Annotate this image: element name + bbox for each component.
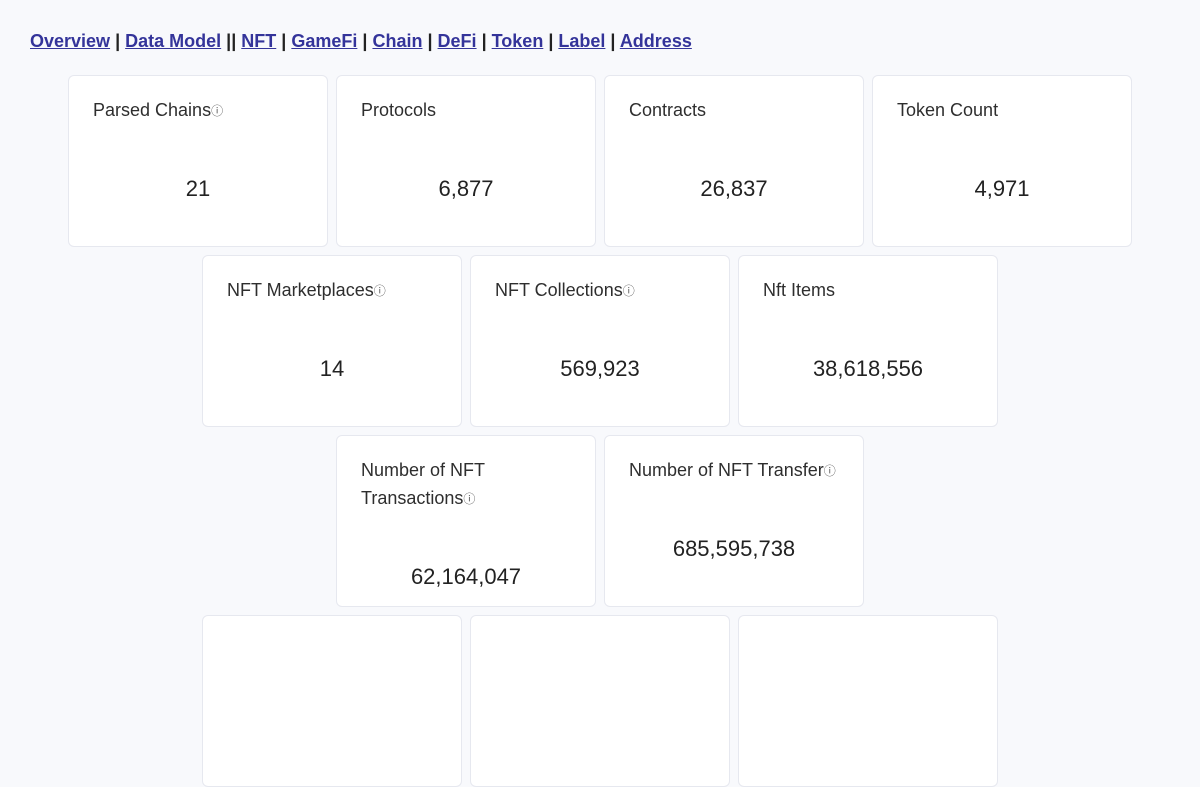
info-icon[interactable]: ⓘ <box>622 284 635 298</box>
stats-row-3: Number of NFT Transactionsⓘ 62,164,047 N… <box>0 435 1200 607</box>
card-nft-items: Nft Items 38,618,556 <box>738 255 998 427</box>
card-label: Token Count <box>897 100 999 120</box>
nav-link-nft[interactable]: NFT <box>241 31 277 51</box>
card-partial <box>738 615 998 787</box>
card-value: 38,618,556 <box>812 356 924 381</box>
card-value: 685,595,738 <box>672 536 796 561</box>
nav-link-label[interactable]: Label <box>558 31 606 51</box>
top-nav: Overview | Data Model || NFT | GameFi | … <box>30 30 692 52</box>
nav-separator: | <box>481 31 487 51</box>
card-value: 4,971 <box>974 176 1030 201</box>
card-nft-transfer: Number of NFT Transferⓘ 685,595,738 <box>604 435 864 607</box>
info-icon[interactable]: ⓘ <box>823 464 836 478</box>
card-nft-collections: NFT Collectionsⓘ 569,923 <box>470 255 730 427</box>
nav-separator: | <box>548 31 554 51</box>
card-label: Contracts <box>629 100 707 120</box>
info-icon[interactable]: ⓘ <box>463 492 476 506</box>
stats-row-2: NFT Marketplacesⓘ 14 NFT Collectionsⓘ 56… <box>0 255 1200 427</box>
nav-separator: | <box>362 31 368 51</box>
info-icon[interactable]: ⓘ <box>373 284 386 298</box>
stats-row-1: Parsed Chainsⓘ 21 Protocols 6,877 Contra… <box>0 75 1200 247</box>
card-value: 14 <box>319 356 345 381</box>
card-nft-transactions: Number of NFT Transactionsⓘ 62,164,047 <box>336 435 596 607</box>
info-icon[interactable]: ⓘ <box>211 104 224 118</box>
nav-link-address[interactable]: Address <box>619 31 692 51</box>
card-protocols: Protocols 6,877 <box>336 75 596 247</box>
stats-row-4 <box>0 615 1200 787</box>
card-label: Nft Items <box>763 280 836 300</box>
nav-separator: || <box>226 31 237 51</box>
nav-link-overview[interactable]: Overview <box>30 31 111 51</box>
card-label: Number of NFT Transactions <box>361 460 485 508</box>
card-partial <box>470 615 730 787</box>
card-label: NFT Collections <box>495 280 623 300</box>
card-label: NFT Marketplaces <box>227 280 374 300</box>
card-label: Number of NFT Transfer <box>629 460 824 480</box>
card-value: 26,837 <box>700 176 768 201</box>
card-value: 569,923 <box>560 356 640 381</box>
nav-link-token[interactable]: Token <box>491 31 544 51</box>
card-label: Parsed Chains <box>93 100 212 120</box>
card-token-count: Token Count 4,971 <box>872 75 1132 247</box>
card-label: Protocols <box>361 100 437 120</box>
card-value: 6,877 <box>438 176 494 201</box>
card-value: 21 <box>185 176 211 201</box>
card-nft-marketplaces: NFT Marketplacesⓘ 14 <box>202 255 462 427</box>
nav-separator: | <box>115 31 121 51</box>
nav-link-chain[interactable]: Chain <box>372 31 423 51</box>
nav-link-defi[interactable]: DeFi <box>437 31 477 51</box>
nav-separator: | <box>610 31 616 51</box>
card-contracts: Contracts 26,837 <box>604 75 864 247</box>
nav-link-gamefi[interactable]: GameFi <box>291 31 358 51</box>
card-parsed-chains: Parsed Chainsⓘ 21 <box>68 75 328 247</box>
nav-separator: | <box>281 31 287 51</box>
card-value: 62,164,047 <box>410 564 522 589</box>
nav-separator: | <box>427 31 433 51</box>
nav-link-data-model[interactable]: Data Model <box>125 31 222 51</box>
card-partial <box>202 615 462 787</box>
